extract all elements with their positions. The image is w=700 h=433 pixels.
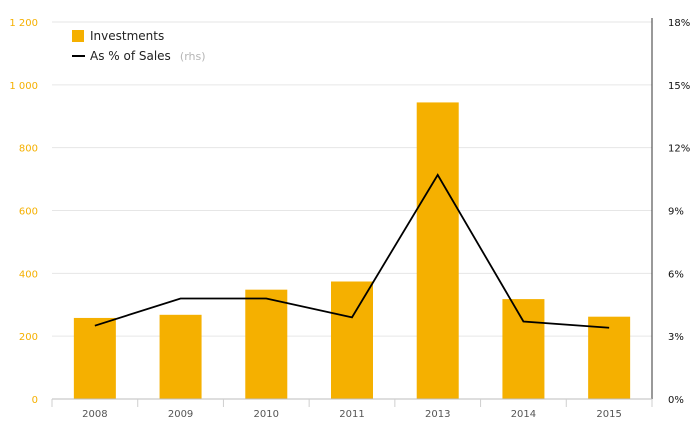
bar-2014 [502,299,545,399]
y-tick-label-right: 3% [668,332,684,343]
x-tick-label: 2014 [511,409,536,420]
legend-label-sales-percent-group: As % of Sales (rhs) [90,45,206,64]
bar-2015 [588,316,631,399]
legend-label-investments: Investments [90,29,164,43]
bar-2013 [416,102,459,399]
x-tick-label: 2013 [425,409,450,420]
investment-bars [73,102,631,399]
x-tick-label: 2009 [168,409,193,420]
y-tick-label-right: 9% [668,207,684,218]
x-tick-label: 2008 [82,409,107,420]
y-tick-label-left: 0 [32,395,38,406]
legend: Investments As % of Sales (rhs) [72,29,206,64]
y-tick-label-right: 0% [668,395,684,406]
legend-swatch-investments [72,30,84,42]
legend-label-sales-percent: As % of Sales [90,49,171,63]
x-tick-label: 2011 [339,409,364,420]
x-tick-label: 2010 [254,409,279,420]
gridlines [52,21,652,337]
y-tick-label-left: 400 [19,269,38,280]
bar-2011 [331,281,373,399]
y-tick-label-left: 200 [19,332,38,343]
legend-label-rhs-suffix: (rhs) [180,50,206,63]
y-tick-label-left: 1 200 [9,18,38,29]
sales-percent-line-layer [94,173,610,329]
y-tick-label-right: 12% [668,144,690,155]
bar-2009 [159,314,202,399]
bar-2008 [73,317,116,399]
y-tick-label-right: 15% [668,81,690,92]
y-tick-label-right: 18% [668,18,690,29]
axes: 0 200 400 600 800 1 000 1 200 0% 3% 6% 9% 12% 15% 18%… [9,18,690,420]
x-tick-label: 2015 [596,409,621,420]
y-tick-label-left: 800 [19,144,38,155]
y-tick-label-right: 6% [668,269,684,280]
bar-2010 [245,289,288,399]
y-tick-label-left: 600 [19,207,38,218]
y-tick-label-left: 1 000 [9,81,38,92]
